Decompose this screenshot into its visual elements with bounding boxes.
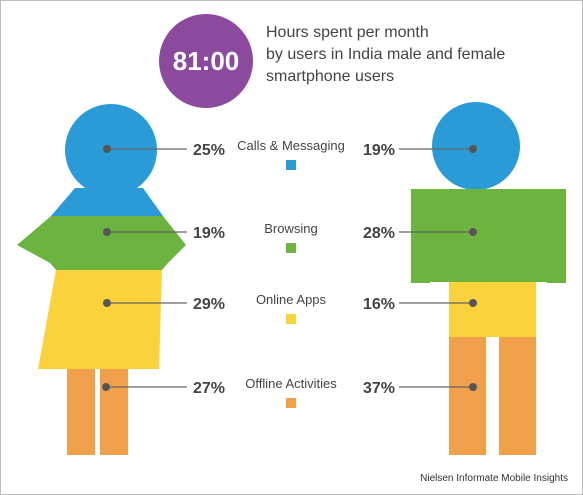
male-leader-dot <box>469 299 477 307</box>
hours-badge-value: 81:00 <box>173 46 240 76</box>
female-value-label: 25% <box>193 142 225 159</box>
male-value-label: 28% <box>363 225 395 242</box>
male-torso-browsing <box>429 189 548 282</box>
female-leg-right <box>100 369 128 455</box>
female-torso-calls <box>51 188 163 216</box>
category-label: Browsing <box>264 221 317 236</box>
male-leg-left <box>449 337 486 455</box>
female-head <box>65 104 157 196</box>
category-label: Calls & Messaging <box>237 138 345 153</box>
legend-swatch <box>286 243 296 253</box>
male-value-label: 19% <box>363 142 395 159</box>
category-label: Online Apps <box>256 292 327 307</box>
male-figure <box>411 102 566 455</box>
male-hips-online-apps <box>449 282 536 337</box>
female-value-label: 27% <box>193 380 225 397</box>
male-leg-right <box>499 337 536 455</box>
female-leader-dot <box>103 299 111 307</box>
female-figure <box>17 104 186 455</box>
female-leg-left <box>67 369 95 455</box>
male-value-label: 16% <box>363 296 395 313</box>
legend-swatch <box>286 314 296 324</box>
title-line-1: Hours spent per month <box>266 24 429 41</box>
female-value-label: 29% <box>193 296 225 313</box>
legend-swatch <box>286 160 296 170</box>
male-leader-dot <box>469 145 477 153</box>
female-leader-dot <box>102 383 110 391</box>
male-leader-dot <box>469 228 477 236</box>
male-arm-right <box>547 189 566 283</box>
male-arm-left <box>411 189 430 283</box>
title-line-2: by users in India male and female <box>266 46 505 63</box>
male-head <box>432 102 520 190</box>
chart-rows: 25% 19% Calls & Messaging 19% 28% Browsing 29%… <box>102 138 477 408</box>
hours-badge <box>159 14 253 108</box>
male-leader-dot <box>469 383 477 391</box>
legend-swatch <box>286 398 296 408</box>
female-value-label: 19% <box>193 225 225 242</box>
female-skirt-online-apps <box>38 270 162 369</box>
female-leader-dot <box>103 145 111 153</box>
source-note: Nielsen Informate Mobile Insights <box>420 473 568 484</box>
male-value-label: 37% <box>363 380 395 397</box>
female-torso-browsing <box>17 216 186 270</box>
female-leader-dot <box>103 228 111 236</box>
title-line-3: smartphone users <box>266 68 394 85</box>
category-label: Offline Activities <box>245 376 337 391</box>
